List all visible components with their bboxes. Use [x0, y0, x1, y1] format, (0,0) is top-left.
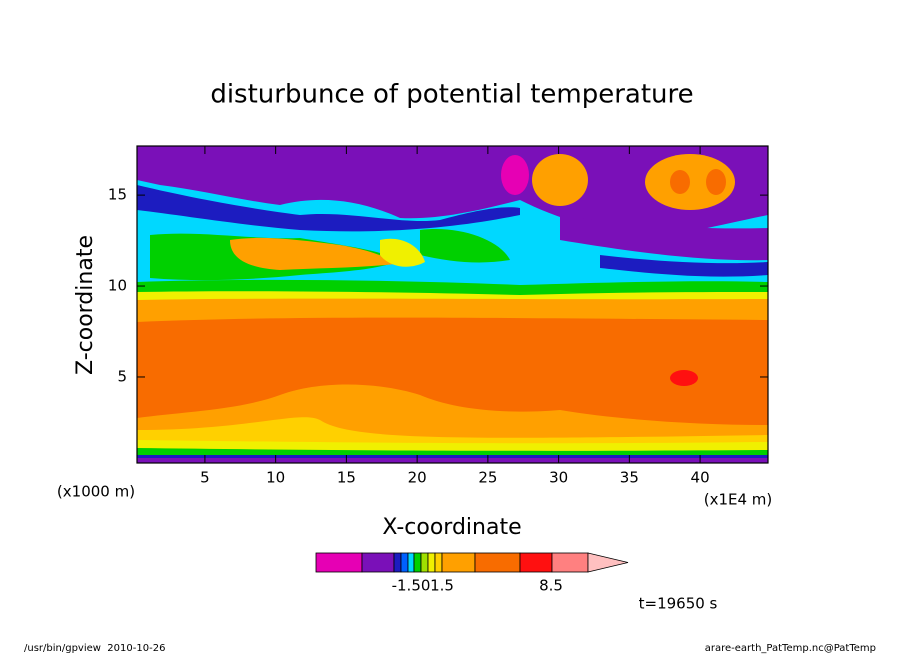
colorbar-swatch: [407, 552, 415, 573]
colorbar-swatch: [519, 552, 553, 573]
x-tick-label: 5: [200, 469, 210, 487]
colorbar: [315, 552, 629, 573]
x-tick-label: 15: [337, 469, 356, 487]
colorbar-swatch: [315, 552, 363, 573]
axes: 5 10 15 20 25 30 35 40 5 10 15: [108, 146, 768, 487]
y-tick-label: 15: [108, 186, 127, 204]
colorbar-swatch: [361, 552, 395, 573]
colorbar-swatch: [434, 552, 443, 573]
colorbar-label: 1.5: [430, 577, 454, 595]
colorbar-extend: [587, 552, 629, 573]
x-axis-label: X-coordinate: [382, 515, 521, 540]
x-tick-label: 10: [266, 469, 285, 487]
colorbar-label: -1.50: [392, 577, 431, 595]
x-tick-label: 40: [691, 469, 710, 487]
x-tick-label: 35: [620, 469, 639, 487]
y-tick-label: 5: [117, 367, 127, 385]
y-unit: (x1000 m): [57, 483, 135, 501]
footer-left: /usr/bin/gpview 2010-10-26: [24, 643, 165, 654]
colorbar-swatch: [474, 552, 521, 573]
x-tick-label: 30: [549, 469, 568, 487]
contour-field: [137, 146, 768, 463]
colorbar-swatch: [551, 552, 589, 573]
colorbar-swatch: [413, 552, 422, 573]
x-tick-label: 25: [478, 469, 497, 487]
footer-right: arare-earth_PatTemp.nc@PatTemp: [705, 643, 876, 654]
colorbar-swatch: [441, 552, 476, 573]
chart-title: disturbunce of potential temperature: [210, 80, 693, 110]
colorbar-swatch: [393, 552, 402, 573]
colorbar-swatch: [427, 552, 436, 573]
colorbar-swatch: [400, 552, 409, 573]
x-tick-label: 20: [408, 469, 427, 487]
colorbar-label: 8.5: [539, 577, 563, 595]
plot-frame: [136, 145, 769, 464]
x-unit: (x1E4 m): [704, 491, 773, 509]
y-axis-label: Z-coordinate: [73, 235, 98, 375]
colorbar-swatch: [420, 552, 429, 573]
time-label: t=19650 s: [639, 595, 718, 613]
y-tick-label: 10: [108, 277, 127, 295]
